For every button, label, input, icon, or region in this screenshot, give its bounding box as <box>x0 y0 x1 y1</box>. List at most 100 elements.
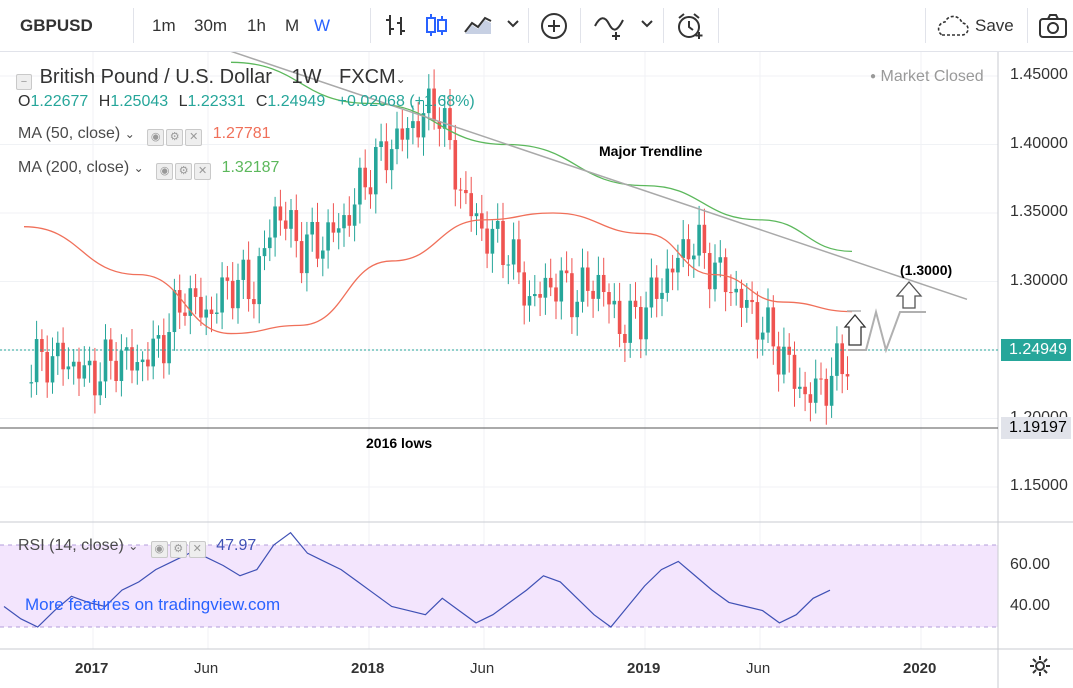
candle <box>209 309 214 314</box>
candles-icon[interactable] <box>423 12 449 38</box>
rsi-label: RSI (14, close) <box>18 537 124 554</box>
interval-1m[interactable]: 1m <box>152 16 176 35</box>
candle <box>156 335 161 339</box>
w-pattern <box>848 308 926 354</box>
gear-icon[interactable]: ⚙ <box>166 129 184 146</box>
candle <box>230 280 235 309</box>
close-icon[interactable]: ✕ <box>185 129 203 146</box>
candle <box>77 361 81 379</box>
candle <box>140 359 145 363</box>
candle <box>98 381 102 396</box>
candle <box>548 277 553 288</box>
add-compare-icon[interactable] <box>540 12 568 40</box>
toolbar-divider <box>1027 8 1028 43</box>
candle <box>654 277 659 299</box>
collapse-icon[interactable]: − <box>16 74 32 90</box>
candle <box>723 257 728 293</box>
candle <box>739 288 744 308</box>
candle <box>639 306 643 340</box>
candle <box>368 187 373 195</box>
candle <box>389 149 394 171</box>
candle <box>575 301 579 318</box>
lows-price-tag: 1.19197 <box>1001 417 1071 439</box>
candle <box>199 296 203 318</box>
candle <box>665 268 670 293</box>
last-price-tag: 1.24949 <box>1001 339 1071 361</box>
settings-gear-icon[interactable] <box>1029 655 1051 677</box>
interval-1h[interactable]: 1h <box>247 16 266 35</box>
close-icon[interactable]: ✕ <box>194 163 212 180</box>
candle <box>40 339 44 352</box>
price-pane <box>0 52 998 522</box>
candle <box>193 288 198 297</box>
chevron-down-icon[interactable]: ⌄ <box>133 161 144 175</box>
ma50-value: 1.27781 <box>212 125 271 142</box>
candle <box>745 299 749 308</box>
rsi-value: 47.97 <box>216 537 257 554</box>
candle <box>119 350 124 381</box>
indicators-icon[interactable] <box>593 12 627 40</box>
up-arrow-icon <box>843 313 867 346</box>
interval-30m[interactable]: 30m <box>194 16 228 35</box>
symbol-description: British Pound / U.S. Dollar <box>39 66 272 88</box>
close-icon[interactable]: ✕ <box>188 541 206 558</box>
candle <box>792 354 797 389</box>
candle <box>782 346 786 375</box>
gear-icon[interactable]: ⚙ <box>175 163 193 180</box>
save-button[interactable]: Save <box>975 16 1014 35</box>
chevron-down-icon[interactable]: ⌄ <box>395 72 406 86</box>
candle <box>670 268 675 273</box>
ma50-legend[interactable]: MA (50, close) ⌄ ◉ ⚙ ✕ 1.27781 <box>18 125 271 146</box>
eye-icon[interactable]: ◉ <box>147 129 165 146</box>
alert-icon[interactable] <box>675 12 705 40</box>
ma200-legend[interactable]: MA (200, close) ⌄ ◉ ⚙ ✕ 1.32187 <box>18 159 279 180</box>
interval-weekly[interactable]: W <box>314 16 331 35</box>
candle <box>29 382 34 384</box>
candle <box>538 294 542 298</box>
bar-style-icon[interactable] <box>383 12 409 38</box>
candle <box>490 228 495 254</box>
candle <box>580 267 585 302</box>
rsi-tick-label: 40.00 <box>1010 596 1051 614</box>
candle <box>130 347 134 371</box>
chevron-down-icon[interactable]: ⌄ <box>124 127 135 141</box>
symbol-search[interactable]: GBPUSD <box>20 16 93 35</box>
rsi-band <box>0 545 998 627</box>
candle <box>273 206 277 238</box>
candle <box>61 342 65 370</box>
candle <box>798 386 802 389</box>
cloud-icon[interactable] <box>934 14 970 38</box>
interval-monthly[interactable]: M <box>285 16 300 35</box>
candle <box>554 287 558 302</box>
candle <box>363 167 367 188</box>
chevron-down-icon[interactable] <box>641 19 653 29</box>
toolbar-divider <box>580 8 581 43</box>
legend-interval: 1W <box>291 66 322 88</box>
chart-canvas[interactable] <box>0 52 1073 688</box>
candle <box>374 147 378 195</box>
candle <box>559 270 564 302</box>
candle <box>220 277 224 313</box>
candle <box>686 239 691 260</box>
area-icon[interactable] <box>463 12 493 38</box>
rsi-line <box>3 531 831 628</box>
gear-icon[interactable]: ⚙ <box>169 541 187 558</box>
candle <box>623 333 627 343</box>
chevron-down-icon[interactable]: ⌄ <box>128 539 139 553</box>
ohlc-values: O1.22677 H1.25043 L1.22331 C1.24949 +0.0… <box>18 93 475 110</box>
rsi-legend[interactable]: RSI (14, close) ⌄ ◉ ⚙ ✕ 47.97 <box>18 537 256 558</box>
candle <box>660 292 664 299</box>
trendline[interactable] <box>230 52 968 301</box>
candle <box>236 279 240 309</box>
candle <box>103 339 108 382</box>
chevron-down-icon[interactable] <box>507 19 519 29</box>
candle <box>283 220 288 229</box>
candle <box>755 302 760 340</box>
camera-icon[interactable] <box>1038 13 1068 39</box>
eye-icon[interactable]: ◉ <box>156 163 174 180</box>
candle <box>517 239 521 273</box>
promo-link[interactable]: More features on tradingview.com <box>25 595 281 614</box>
candle <box>45 351 49 383</box>
candle <box>167 332 171 364</box>
eye-icon[interactable]: ◉ <box>150 541 168 558</box>
